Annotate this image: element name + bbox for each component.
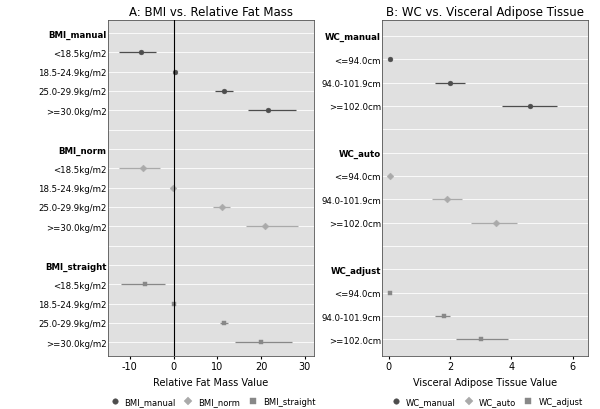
X-axis label: Relative Fat Mass Value: Relative Fat Mass Value: [153, 377, 268, 387]
Legend: BMI_manual, BMI_norm, BMI_straight: BMI_manual, BMI_norm, BMI_straight: [103, 393, 319, 409]
Legend: WC_manual, WC_auto, WC_adjust: WC_manual, WC_auto, WC_adjust: [385, 393, 586, 409]
X-axis label: Visceral Adipose Tissue Value: Visceral Adipose Tissue Value: [413, 377, 557, 387]
Title: B: WC vs. Visceral Adipose Tissue: B: WC vs. Visceral Adipose Tissue: [386, 6, 584, 19]
Title: A: BMI vs. Relative Fat Mass: A: BMI vs. Relative Fat Mass: [129, 6, 293, 19]
